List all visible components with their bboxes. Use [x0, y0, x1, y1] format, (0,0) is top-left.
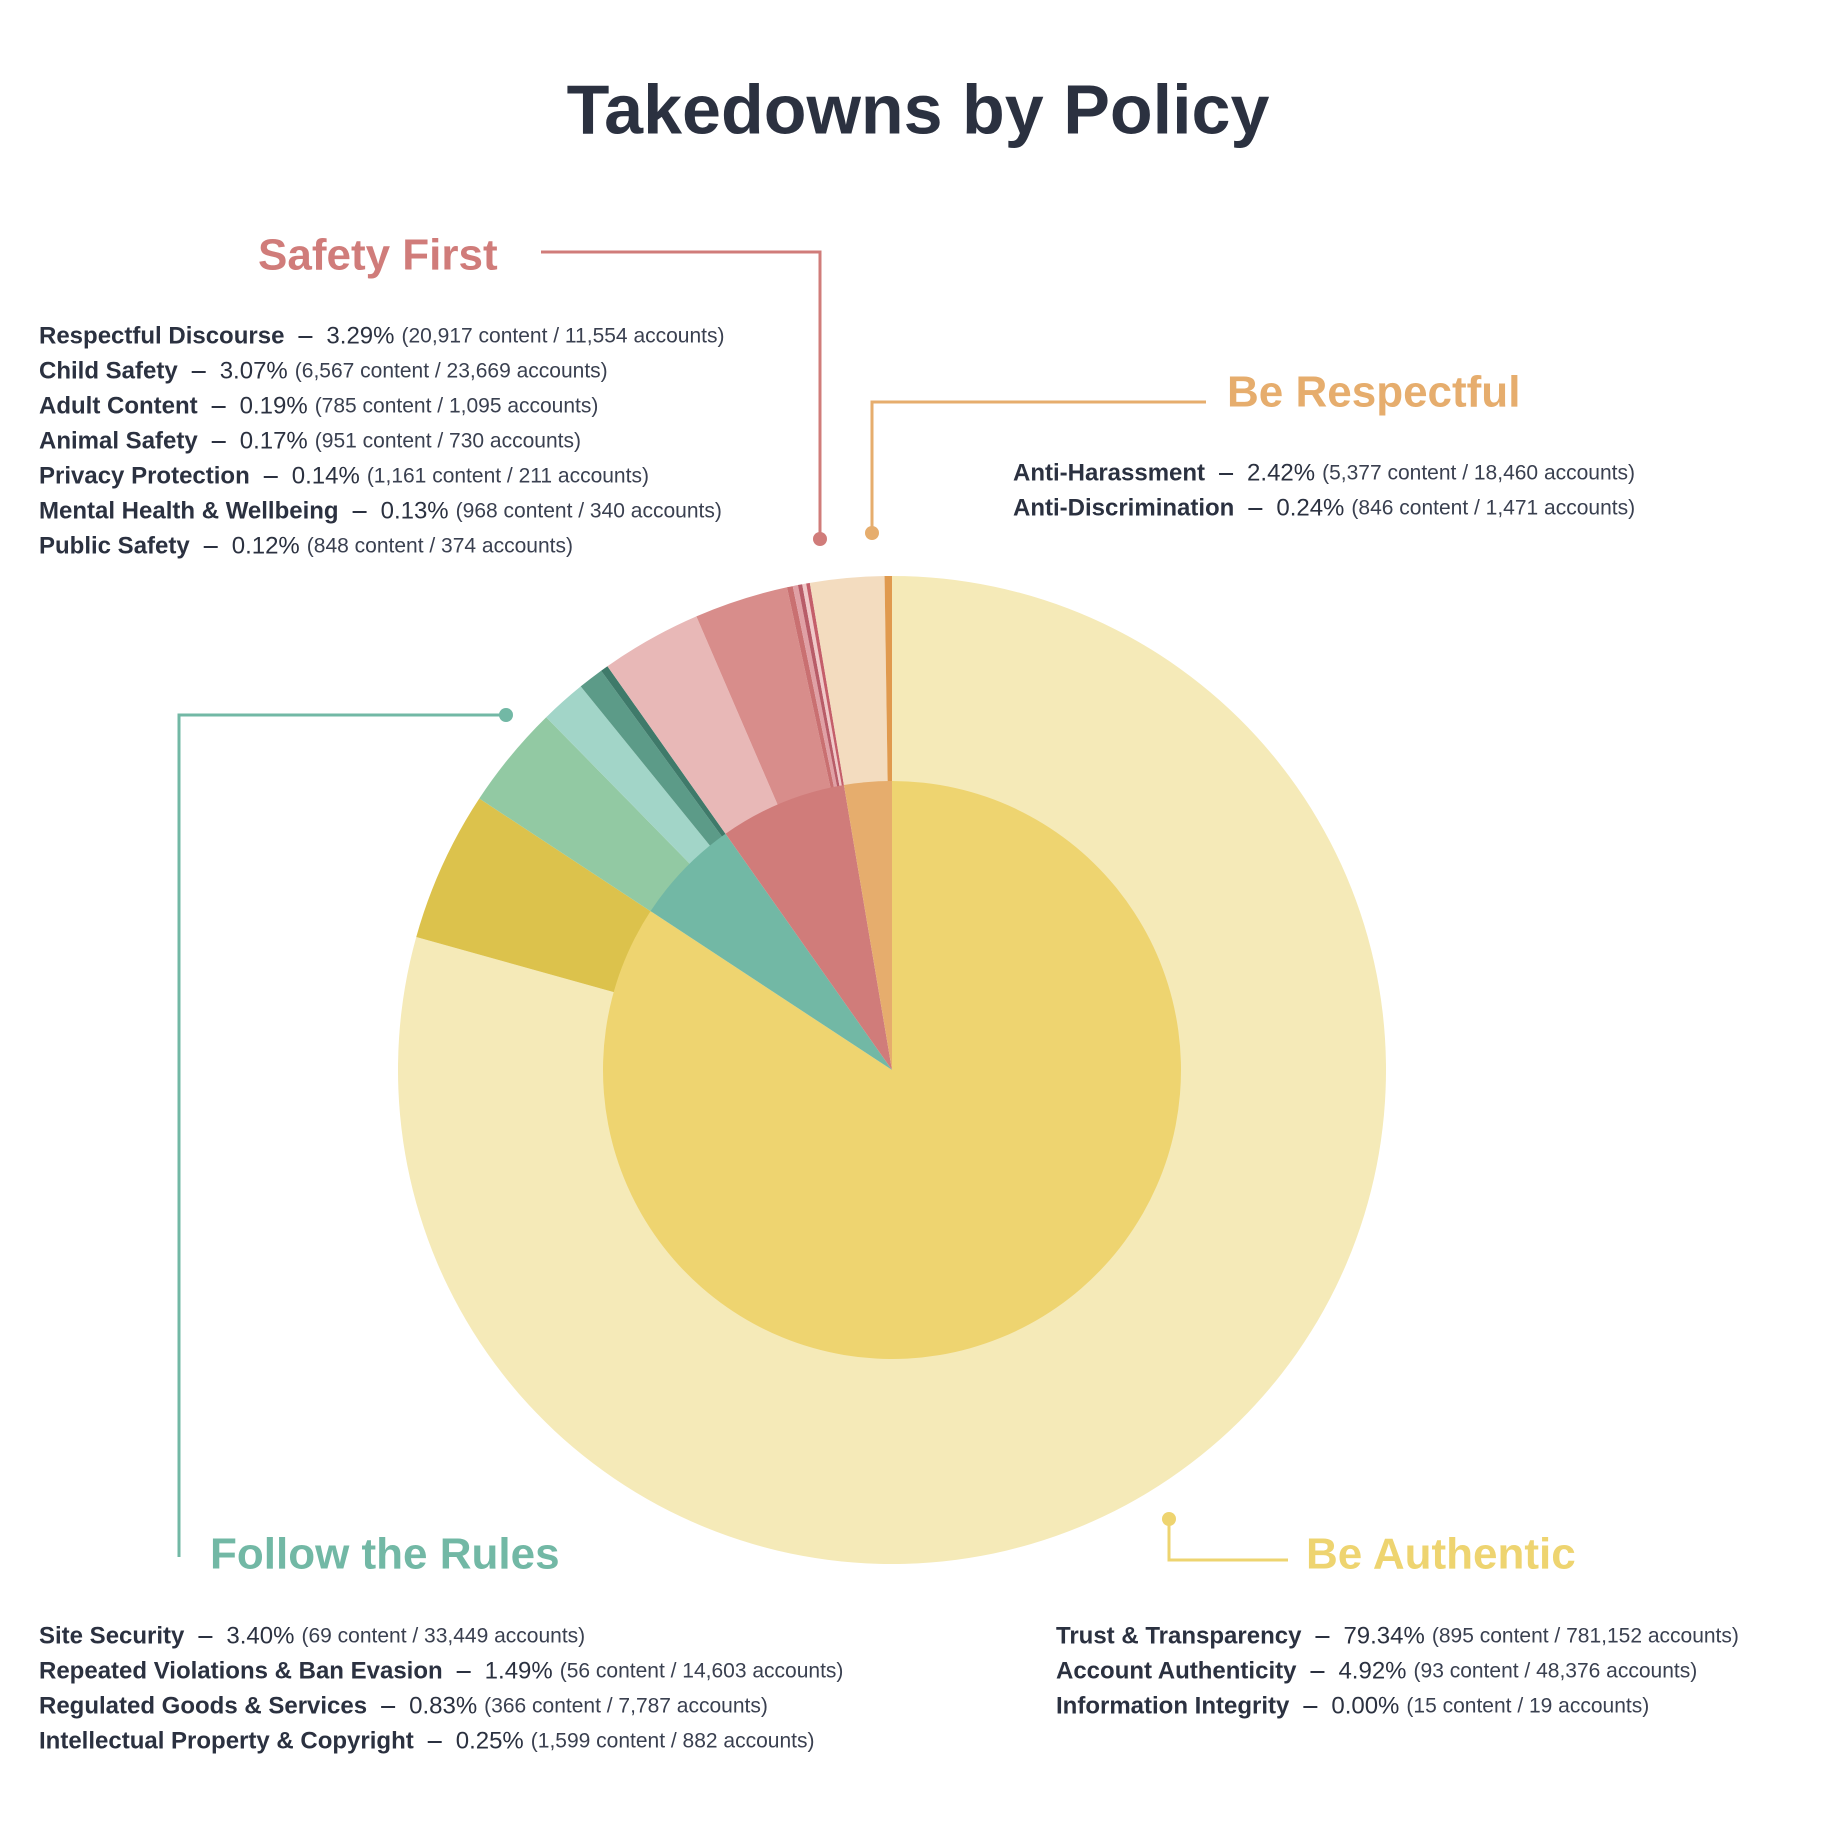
- inner-wedge: [843, 781, 892, 1070]
- outer-wedge: [546, 686, 711, 865]
- item-name: Public Safety: [39, 532, 190, 559]
- item-detail: (848 content / 374 accounts): [307, 535, 573, 558]
- item-detail: (366 content / 7,787 accounts): [484, 1695, 768, 1718]
- connector: [177, 713, 506, 1557]
- item-value: 0.19%: [240, 392, 308, 419]
- item-detail: (1,161 content / 211 accounts): [367, 465, 649, 488]
- item-name: Privacy Protection: [39, 462, 250, 489]
- item-name: Site Security: [39, 1622, 185, 1649]
- item-value: 0.83%: [409, 1692, 477, 1719]
- outer-wedge: [601, 666, 727, 838]
- group-label: Be Authentic: [1306, 1530, 1576, 1579]
- connector-dot: [499, 708, 513, 722]
- outer-wedge: [416, 798, 652, 993]
- item-detail: (951 content / 730 accounts): [315, 430, 581, 453]
- item-name: Animal Safety: [39, 427, 198, 454]
- item-value: 0.14%: [292, 462, 360, 489]
- outer-wedge: [696, 587, 831, 806]
- item-detail: (895 content / 781,152 accounts): [1432, 1625, 1739, 1648]
- item-value: 0.24%: [1276, 494, 1344, 521]
- item-detail: (93 content / 48,376 accounts): [1414, 1660, 1698, 1683]
- item-detail: (20,917 content / 11,554 accounts): [401, 325, 724, 348]
- item-detail: (846 content / 1,471 accounts): [1351, 497, 1635, 520]
- item-detail: (69 content / 33,449 accounts): [301, 1625, 585, 1648]
- item-name: Respectful Discourse: [39, 322, 284, 349]
- item-name: Child Safety: [39, 357, 178, 384]
- item-detail: (56 content / 14,603 accounts): [560, 1660, 844, 1683]
- item-value: 2.42%: [1247, 459, 1315, 486]
- item-detail: (6,567 content / 23,669 accounts): [295, 360, 608, 383]
- item-name: Information Integrity: [1056, 1692, 1290, 1719]
- outer-wedge: [786, 586, 835, 789]
- item-name: Anti-Harassment: [1013, 459, 1205, 486]
- outer-wedge: [802, 583, 842, 787]
- outer-wedge: [792, 585, 838, 788]
- inner-wedge: [650, 833, 892, 1070]
- item-detail: (15 content / 19 accounts): [1406, 1695, 1649, 1718]
- item-name: Repeated Violations & Ban Evasion: [39, 1657, 443, 1684]
- connector: [870, 400, 1206, 533]
- group-label: Be Respectful: [1227, 368, 1520, 417]
- group-label: Follow the Rules: [210, 1530, 560, 1579]
- item-value: 4.92%: [1338, 1657, 1406, 1684]
- outer-wedge: [797, 584, 840, 788]
- outer-wedge: [809, 576, 888, 787]
- inner-wedge: [725, 785, 892, 1070]
- item-name: Intellectual Property & Copyright: [39, 1727, 414, 1754]
- connector: [1167, 1519, 1288, 1562]
- item-value: 3.29%: [326, 322, 394, 349]
- item-name: Account Authenticity: [1056, 1657, 1297, 1684]
- item-name: Trust & Transparency: [1056, 1622, 1302, 1649]
- item-value: 3.07%: [220, 357, 288, 384]
- outer-wedge: [479, 717, 691, 912]
- item-detail: (968 content / 340 accounts): [456, 500, 722, 523]
- item-value: 3.40%: [226, 1622, 294, 1649]
- connector-dot: [1162, 1512, 1176, 1526]
- item-name: Mental Health & Wellbeing: [39, 497, 339, 524]
- item-name: Adult Content: [39, 392, 198, 419]
- group-label: Safety First: [258, 231, 498, 280]
- item-value: 0.25%: [456, 1727, 524, 1754]
- item-value: 0.17%: [240, 427, 308, 454]
- connector-dot: [813, 532, 827, 546]
- item-name: Anti-Discrimination: [1013, 494, 1234, 521]
- item-detail: (5,377 content / 18,460 accounts): [1322, 462, 1635, 485]
- item-value: 79.34%: [1343, 1622, 1424, 1649]
- connector-dot: [865, 526, 879, 540]
- item-detail: (785 content / 1,095 accounts): [315, 395, 599, 418]
- outer-wedge: [607, 616, 778, 835]
- outer-wedge: [884, 576, 892, 783]
- item-value: 1.49%: [485, 1657, 553, 1684]
- item-detail: (1,599 content / 882 accounts): [531, 1730, 815, 1753]
- item-value: 0.00%: [1331, 1692, 1399, 1719]
- outer-wedge: [580, 670, 723, 847]
- outer-wedge: [806, 582, 845, 787]
- connector: [541, 250, 822, 539]
- chart-title: Takedowns by Policy: [567, 70, 1270, 148]
- outer-wedge: [398, 576, 1387, 1564]
- item-value: 0.13%: [381, 497, 449, 524]
- item-name: Regulated Goods & Services: [39, 1692, 367, 1719]
- item-value: 0.12%: [232, 532, 300, 559]
